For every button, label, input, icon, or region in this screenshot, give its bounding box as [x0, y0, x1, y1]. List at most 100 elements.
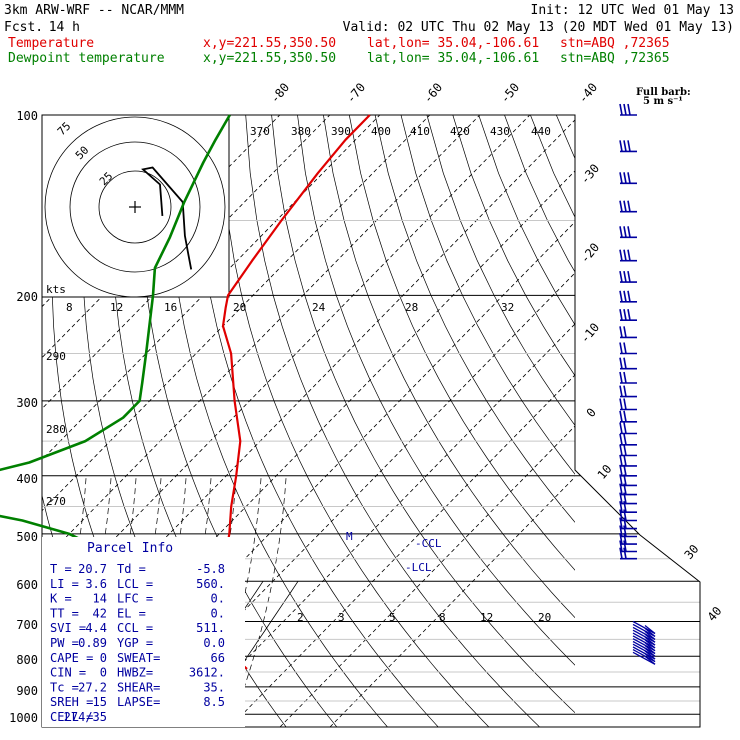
parcel-info-value: 3.6 — [85, 577, 107, 591]
speed-axis-label: 24 — [312, 301, 326, 314]
parcel-info-value: 560. — [196, 577, 225, 591]
parcel-info-value: 0.89 — [78, 636, 107, 650]
wind-barb-flag — [624, 434, 626, 445]
wind-barb-flag — [624, 423, 626, 434]
level-markers: M -CCL -LCL — [346, 530, 442, 574]
wind-barb-flag — [620, 291, 622, 302]
parcel-info-key: T = — [50, 562, 72, 576]
pressure-label-800: 800 — [16, 653, 38, 667]
mixing-ratio-label: 20 — [538, 611, 551, 624]
theta-label: 380 — [291, 125, 311, 138]
parcel-info-value: 4.4 — [85, 621, 107, 635]
parcel-info-key: SVI = — [50, 621, 86, 635]
barb-legend-value: 5 m s⁻¹ — [643, 96, 683, 107]
wind-barb-flag — [620, 455, 622, 466]
dewpoint-legend-name: Dewpoint temperature — [8, 51, 165, 66]
temperature-legend-station: stn=ABQ ,72365 — [560, 36, 670, 51]
wind-barb-flag — [628, 172, 630, 183]
speed-axis-label: 16 — [164, 301, 177, 314]
wind-barb-flag — [624, 411, 626, 422]
isotherm-label: -40 — [576, 80, 601, 106]
parcel-info-value: 0.0 — [203, 636, 225, 650]
wind-barb-flag — [624, 140, 626, 151]
lcl-marker: -LCL — [405, 561, 432, 574]
wind-barb-flag — [624, 445, 626, 456]
dry-adiabat-line — [349, 115, 740, 727]
model-title: 3km ARW-WRF -- NCAR/MMM — [4, 3, 184, 18]
isotherm-label: 40 — [705, 604, 725, 624]
isotherm-line — [230, 115, 740, 727]
parcel-info-value: 0 — [100, 666, 107, 680]
pressure-label-700: 700 — [16, 618, 38, 632]
valid-time: Valid: 02 UTC Thu 02 May 13 (20 MDT Wed … — [343, 20, 734, 35]
mixing-ratio-label: 2 — [297, 611, 304, 624]
parcel-info-key: K = — [50, 592, 72, 606]
dewpoint-legend-latlon: lat,lon= 35.04,-106.61 — [367, 51, 539, 66]
level-marker-m: M — [346, 530, 353, 543]
pressure-axis: 100 200 300 400 500 600 700 800 900 1000 — [9, 109, 38, 725]
parcel-info-key: Tc = — [50, 680, 79, 694]
dry-adiabat-line — [453, 115, 740, 727]
isotherm-line — [330, 115, 740, 727]
wind-barb-flag — [628, 201, 630, 212]
isotherm-label: 30 — [682, 542, 702, 562]
pressure-label-1000: 1000 — [9, 711, 38, 725]
pressure-label-500: 500 — [16, 530, 38, 544]
hodograph-speed-axis: 8 12 16 20 24 28 32 — [66, 301, 514, 314]
parcel-info: Parcel Info T = 20.7 Td = -5.8LI = 3.6 LCL = 5… — [42, 537, 245, 727]
wind-barb-flag — [624, 309, 626, 320]
wind-barb-flag — [620, 201, 622, 212]
parcel-info-value: 35. — [203, 680, 225, 694]
theta-label: 430 — [490, 125, 510, 138]
dry-adiabat-line — [0, 115, 33, 727]
wind-barb-flag — [620, 140, 622, 151]
wind-barb-flag — [620, 358, 622, 369]
wind-barb-flag — [624, 372, 626, 383]
dry-adiabat-line — [427, 115, 740, 727]
wind-barb-flag — [624, 291, 626, 302]
pressure-label-600: 600 — [16, 578, 38, 592]
parcel-info-key: LCL = — [117, 577, 153, 591]
parcel-info-value: 3612. — [189, 666, 225, 680]
wind-barb-flag — [624, 104, 626, 115]
parcel-info-key: CAPE = — [50, 651, 93, 665]
parcel-info-key: CIN = — [50, 666, 86, 680]
parcel-info-value: 20.7 — [78, 562, 107, 576]
wind-barb-flag — [620, 372, 622, 383]
parcel-info-value: 8.5 — [203, 695, 225, 709]
temperature-legend-xy: x,y=221.55,350.50 — [203, 36, 336, 51]
temperature-legend-latlon: lat,lon= 35.04,-106.61 — [367, 36, 539, 51]
wind-barb-flag — [620, 411, 622, 422]
pressure-label-200: 200 — [16, 290, 38, 304]
isotherm-label: -30 — [578, 161, 603, 187]
isotherm-label: -20 — [578, 240, 603, 266]
wind-barb-flag — [620, 250, 622, 261]
theta-label: 280 — [46, 423, 66, 436]
parcel-info-key: SWEAT= — [117, 651, 160, 665]
wind-barbs — [620, 104, 655, 664]
parcel-info-value: 15 — [93, 695, 107, 709]
wind-barb-flag — [620, 343, 622, 354]
pressure-label-900: 900 — [16, 684, 38, 698]
parcel-info-value: 42 — [93, 606, 107, 620]
pressure-label-100: 100 — [16, 109, 38, 123]
isotherm-label: -50 — [498, 80, 523, 106]
wind-barb-flag — [620, 309, 622, 320]
dry-adiabat-line — [401, 115, 740, 727]
parcel-info-value: 14 — [93, 592, 107, 606]
mixing-ratio-label: 5 — [389, 611, 396, 624]
wind-barb-flag — [620, 172, 622, 183]
parcel-info-key: LFC = — [117, 592, 153, 606]
wind-barb-flag — [620, 386, 622, 397]
wind-barb-flag — [620, 271, 622, 282]
wind-barb-flag — [628, 226, 630, 237]
wind-barb-flag — [624, 226, 626, 237]
parcel-info-value: 274/35 — [64, 710, 107, 724]
parcel-info-key: YGP = — [117, 636, 153, 650]
parcel-info-key: Td = — [117, 562, 146, 576]
dewpoint-legend-station: stn=ABQ ,72365 — [560, 51, 670, 66]
theta-label: 290 — [46, 350, 66, 363]
speed-axis-label: 28 — [405, 301, 418, 314]
wind-barb-flag — [624, 386, 626, 397]
parcel-info-key: SHEAR= — [117, 680, 160, 694]
